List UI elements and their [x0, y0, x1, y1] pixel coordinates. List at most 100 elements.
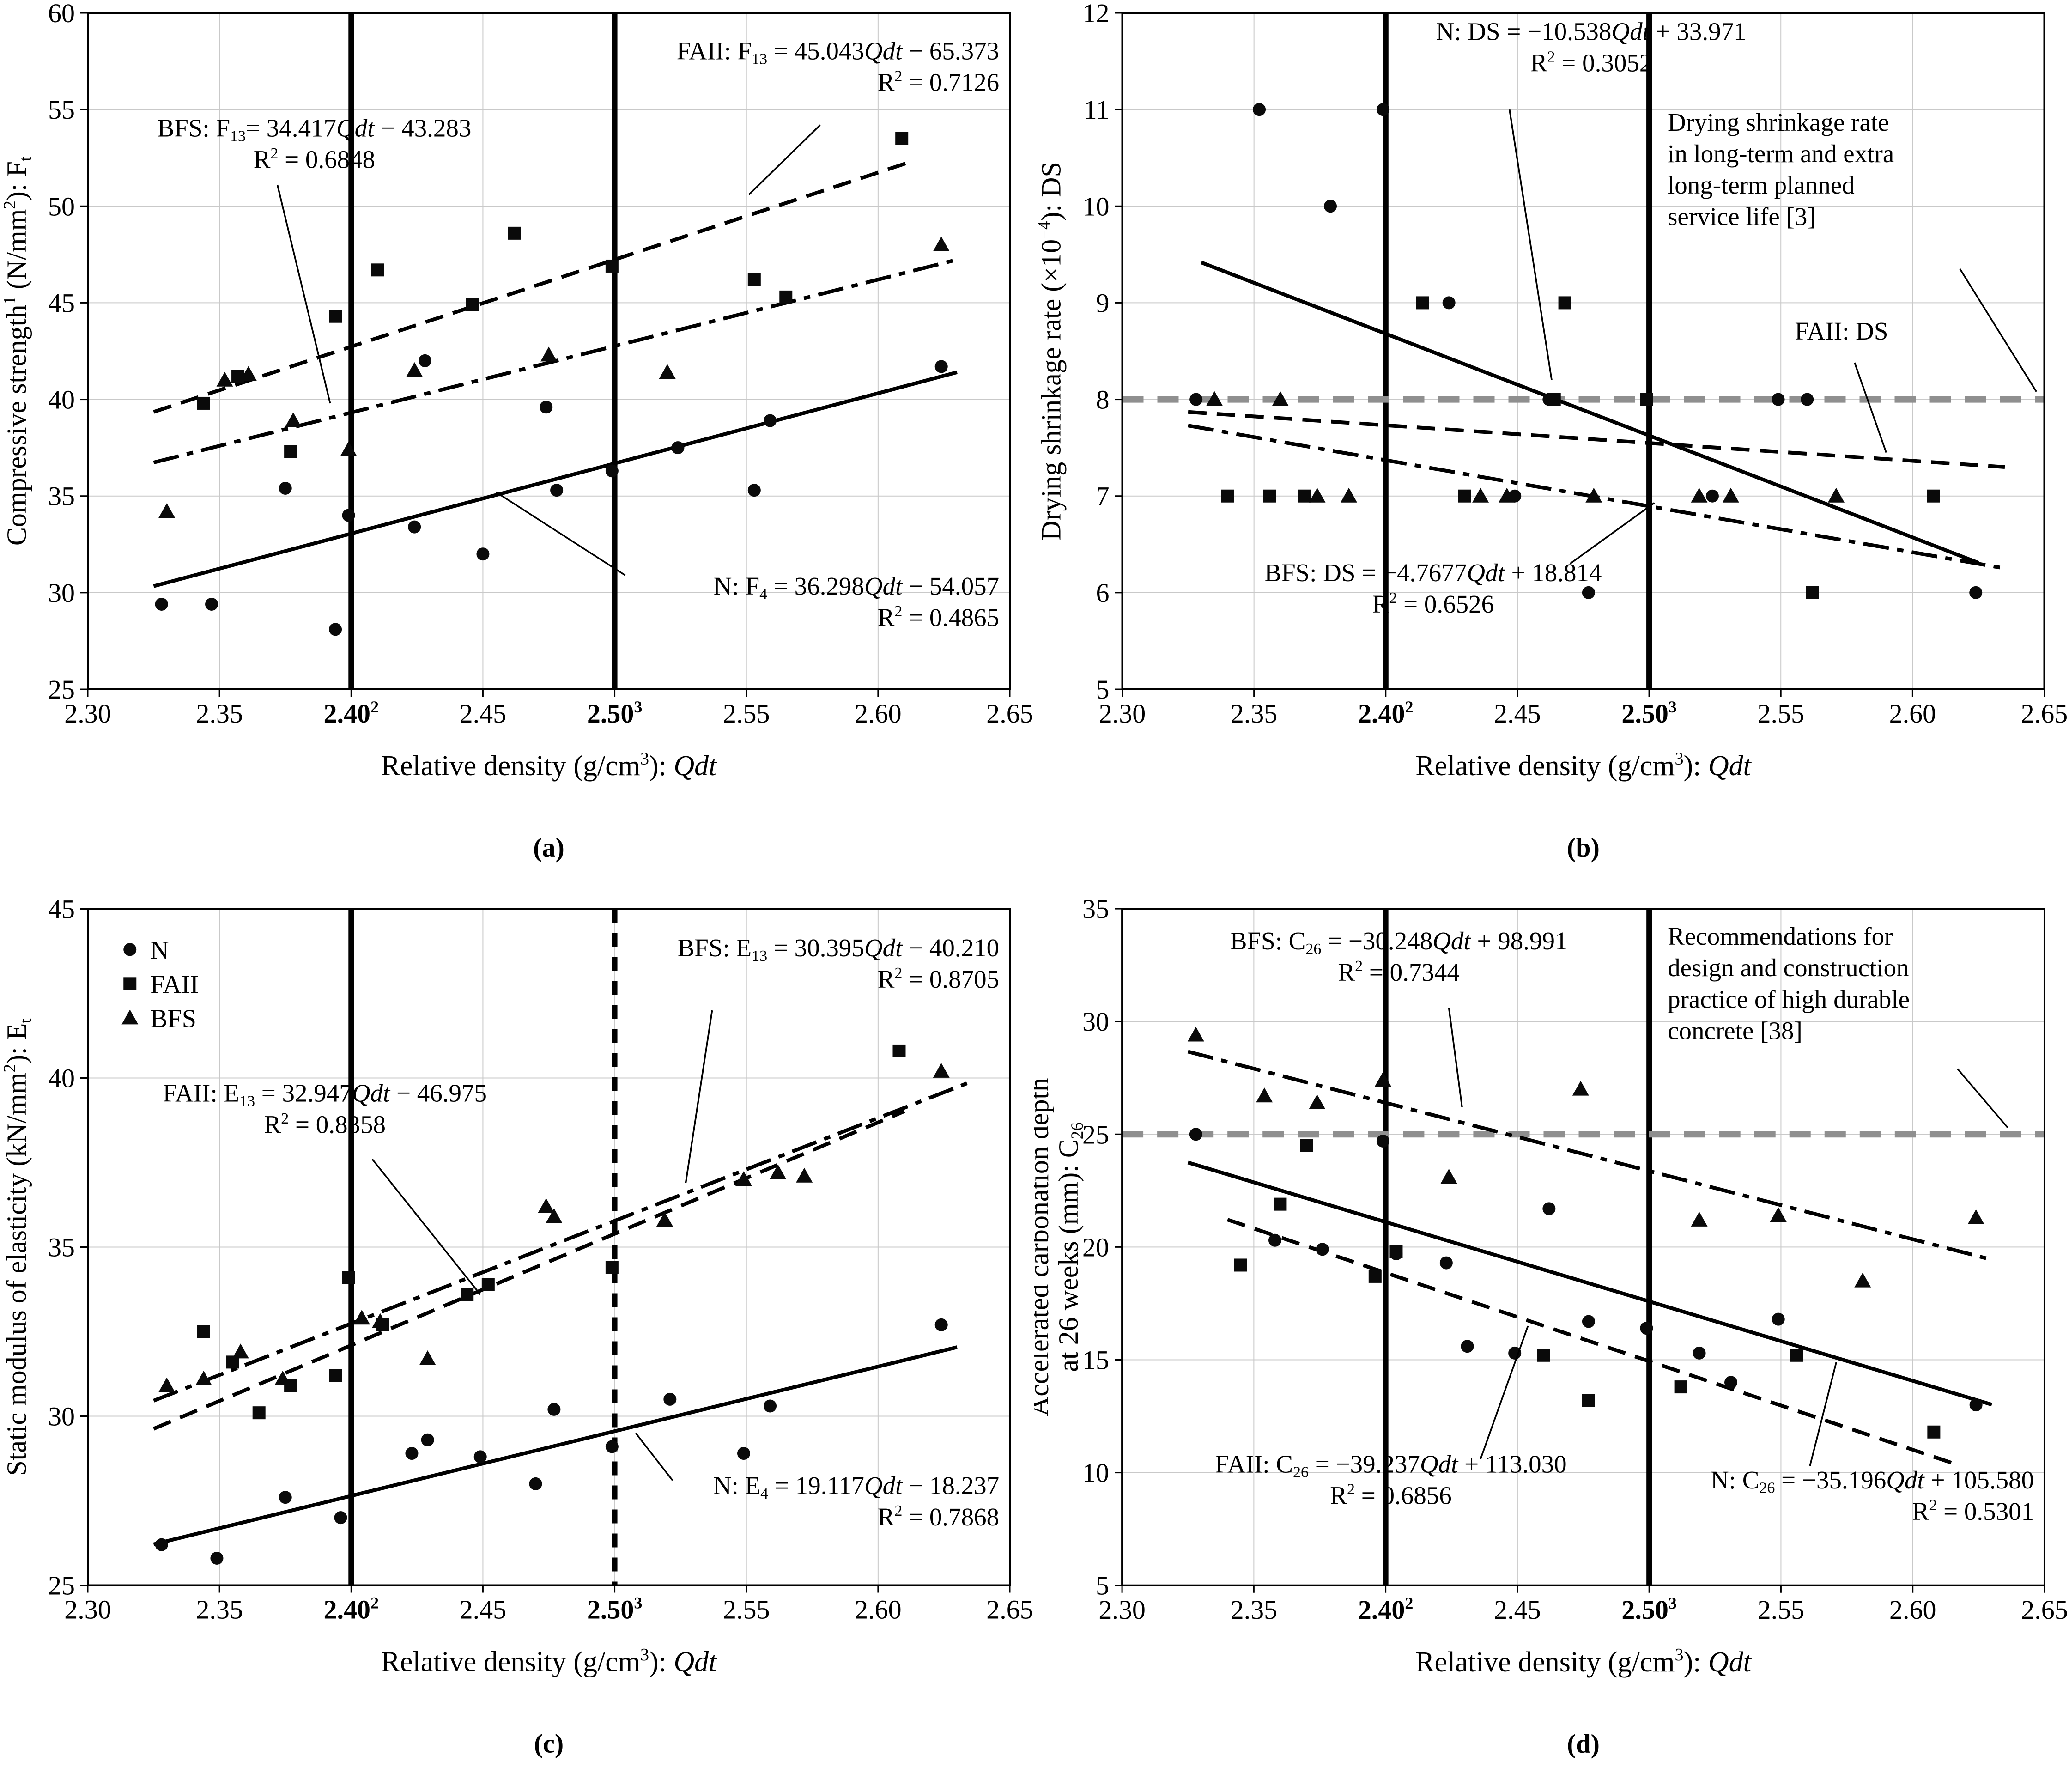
svg-text:at 26 weeks (mm): C26: at 26 weeks (mm): C26: [1053, 1122, 1087, 1372]
svg-text:(a): (a): [533, 832, 564, 863]
svg-text:practice of high durable: practice of high durable: [1668, 985, 1910, 1013]
svg-text:2.45: 2.45: [1494, 1595, 1541, 1625]
legend-N: [123, 943, 137, 956]
svg-text:5: 5: [1096, 1571, 1109, 1601]
svg-text:FAII: DS: FAII: DS: [1795, 317, 1888, 345]
legend-BFS: [121, 1009, 139, 1025]
svg-text:concrete [38]: concrete [38]: [1668, 1016, 1802, 1045]
series-N: [155, 354, 948, 636]
legend-FAII: [123, 977, 137, 990]
svg-text:Relative density (g/cm3): Qdt: Relative density (g/cm3): Qdt: [381, 749, 717, 782]
svg-text:12: 12: [1083, 0, 1110, 28]
svg-text:N: F4 = 36.298Qdt − 54.057: N: F4 = 36.298Qdt − 54.057: [714, 572, 999, 603]
svg-text:Relative density (g/cm3): Qdt: Relative density (g/cm3): Qdt: [1415, 749, 1752, 782]
svg-text:2.60: 2.60: [855, 1595, 902, 1625]
svg-text:(d): (d): [1567, 1729, 1600, 1759]
svg-text:2.45: 2.45: [460, 699, 507, 729]
svg-text:45: 45: [48, 896, 75, 924]
series-BFS: [1187, 1027, 1984, 1288]
svg-text:BFS: C26 = −30.248Qdt + 98.991: BFS: C26 = −30.248Qdt + 98.991: [1230, 927, 1568, 958]
svg-text:10: 10: [1082, 1458, 1109, 1488]
fit-line-N: [153, 1345, 958, 1546]
svg-text:30: 30: [1082, 1007, 1109, 1037]
chart-b: 2.30 2.35 2.402 2.45 2.503 2.55 2.60 2.65 5 6 7 8 9 1…: [1034, 0, 2069, 896]
chart-c: 2.30 2.35 2.402 2.45 2.503 2.55 2.60 2.65 25 30 35…: [0, 896, 1034, 1792]
svg-text:2.55: 2.55: [723, 1595, 770, 1625]
fit-line-N: [1187, 1160, 1993, 1407]
svg-text:55: 55: [48, 95, 75, 125]
svg-text:N: C26 = −35.196Qdt + 105.580: N: C26 = −35.196Qdt + 105.580: [1711, 1466, 2034, 1497]
svg-text:N: E4 = 19.117Qdt − 18.237: N: E4 = 19.117Qdt − 18.237: [713, 1471, 999, 1502]
chart-a: 2.30 2.35 2.402 2.45 2.503 2.55 2.60 2.65 25 30 35…: [0, 0, 1034, 896]
svg-text:40: 40: [48, 385, 75, 415]
svg-text:2.402: 2.402: [1358, 1594, 1414, 1625]
svg-text:25: 25: [1082, 1119, 1109, 1149]
svg-text:8: 8: [1096, 385, 1110, 415]
svg-text:R2 = 0.8705: R2 = 0.8705: [878, 965, 999, 993]
svg-text:Compressive strength1 (N/mm2):: Compressive strength1 (N/mm2): Ft: [0, 156, 35, 546]
svg-text:7: 7: [1096, 481, 1110, 511]
svg-text:R2 = 0.4865: R2 = 0.4865: [878, 603, 999, 632]
svg-text:BFS: F13= 34.417Qdt − 43.283: BFS: F13= 34.417Qdt − 43.283: [158, 114, 472, 145]
svg-text:R2 = 0.6856: R2 = 0.6856: [1330, 1481, 1452, 1510]
fit-line-FAII: [153, 1109, 905, 1431]
svg-text:9: 9: [1096, 288, 1110, 318]
svg-text:2.55: 2.55: [723, 699, 770, 729]
svg-text:2.45: 2.45: [1494, 699, 1541, 729]
svg-text:2.503: 2.503: [587, 698, 643, 729]
series-BFS: [158, 236, 950, 518]
svg-text:2.65: 2.65: [2021, 1595, 2068, 1625]
svg-text:60: 60: [48, 0, 75, 28]
svg-text:BFS: DS = −4.7677Qdt + 18.814: BFS: DS = −4.7677Qdt + 18.814: [1264, 559, 1602, 587]
chart-d: 2.30 2.35 2.402 2.45 2.503 2.55 2.60 2.65 5 10 15 2…: [1034, 896, 2069, 1792]
svg-text:R2 = 0.7344: R2 = 0.7344: [1338, 958, 1460, 986]
svg-text:6: 6: [1096, 578, 1110, 608]
svg-text:design and construction: design and construction: [1668, 954, 1909, 982]
series-BFS: [158, 1063, 950, 1392]
svg-text:R2 = 0.7126: R2 = 0.7126: [878, 67, 999, 96]
svg-text:2.402: 2.402: [1358, 698, 1414, 729]
svg-text:Drying shrinkage rate (×10−4):: Drying shrinkage rate (×10−4): DS: [1035, 162, 1067, 541]
svg-text:30: 30: [48, 1402, 75, 1432]
svg-text:BFS: E13 = 30.395Qdt − 40.210: BFS: E13 = 30.395Qdt − 40.210: [678, 934, 1000, 965]
series-FAII: [1234, 1139, 1941, 1439]
svg-text:FAII: E13 = 32.947Qdt − 46.975: FAII: E13 = 32.947Qdt − 46.975: [163, 1079, 487, 1110]
svg-text:service life [3]: service life [3]: [1668, 202, 1816, 231]
svg-text:R2 = 0.8358: R2 = 0.8358: [264, 1110, 386, 1139]
svg-text:2.35: 2.35: [1231, 699, 1278, 729]
svg-text:long-term planned: long-term planned: [1668, 171, 1855, 199]
svg-text:2.60: 2.60: [1889, 699, 1936, 729]
svg-text:2.503: 2.503: [1621, 1594, 1677, 1625]
panel-b: 2.30 2.35 2.402 2.45 2.503 2.55 2.60 2.65 5 6 7 8 9 1…: [1034, 0, 2069, 896]
fit-line-FAII: [1188, 410, 2005, 469]
svg-text:2.45: 2.45: [460, 1595, 507, 1625]
svg-text:10: 10: [1083, 191, 1110, 221]
svg-text:FAII: F13 = 45.043Qdt − 65.373: FAII: F13 = 45.043Qdt − 65.373: [677, 36, 1000, 67]
svg-text:45: 45: [48, 288, 75, 318]
fit-line-N: [153, 370, 958, 588]
svg-text:Recommendations for: Recommendations for: [1668, 922, 1893, 950]
series-BFS: [1206, 391, 1845, 503]
svg-text:35: 35: [48, 481, 75, 511]
svg-text:2.30: 2.30: [64, 1595, 111, 1625]
svg-text:Relative density (g/cm3): Qdt: Relative density (g/cm3): Qdt: [1415, 1645, 1752, 1678]
svg-text:50: 50: [48, 191, 75, 221]
svg-text:5: 5: [1096, 674, 1110, 705]
svg-text:2.60: 2.60: [855, 699, 902, 729]
svg-text:35: 35: [1082, 896, 1109, 924]
panel-a: 2.30 2.35 2.402 2.45 2.503 2.55 2.60 2.65 25 30 35…: [0, 0, 1034, 896]
svg-text:Relative density (g/cm3): Qdt: Relative density (g/cm3): Qdt: [381, 1645, 717, 1678]
panel-c: 2.30 2.35 2.402 2.45 2.503 2.55 2.60 2.65 25 30 35…: [0, 896, 1034, 1792]
svg-text:N: DS = −10.538Qdt + 33.971: N: DS = −10.538Qdt + 33.971: [1436, 18, 1747, 46]
svg-text:2.35: 2.35: [1231, 1595, 1278, 1625]
svg-text:2.35: 2.35: [196, 699, 243, 729]
series-FAII: [1221, 296, 1940, 599]
svg-text:2.65: 2.65: [986, 1595, 1033, 1625]
fit-line-FAII: [1227, 1218, 1953, 1465]
series-FAII: [197, 132, 909, 458]
svg-text:(b): (b): [1567, 832, 1600, 863]
svg-text:FAII: C26 = −39.237Qdt + 113.0: FAII: C26 = −39.237Qdt + 113.030: [1215, 1450, 1566, 1481]
svg-text:BFS: BFS: [150, 1004, 196, 1033]
fit-line-N: [1201, 261, 1979, 565]
